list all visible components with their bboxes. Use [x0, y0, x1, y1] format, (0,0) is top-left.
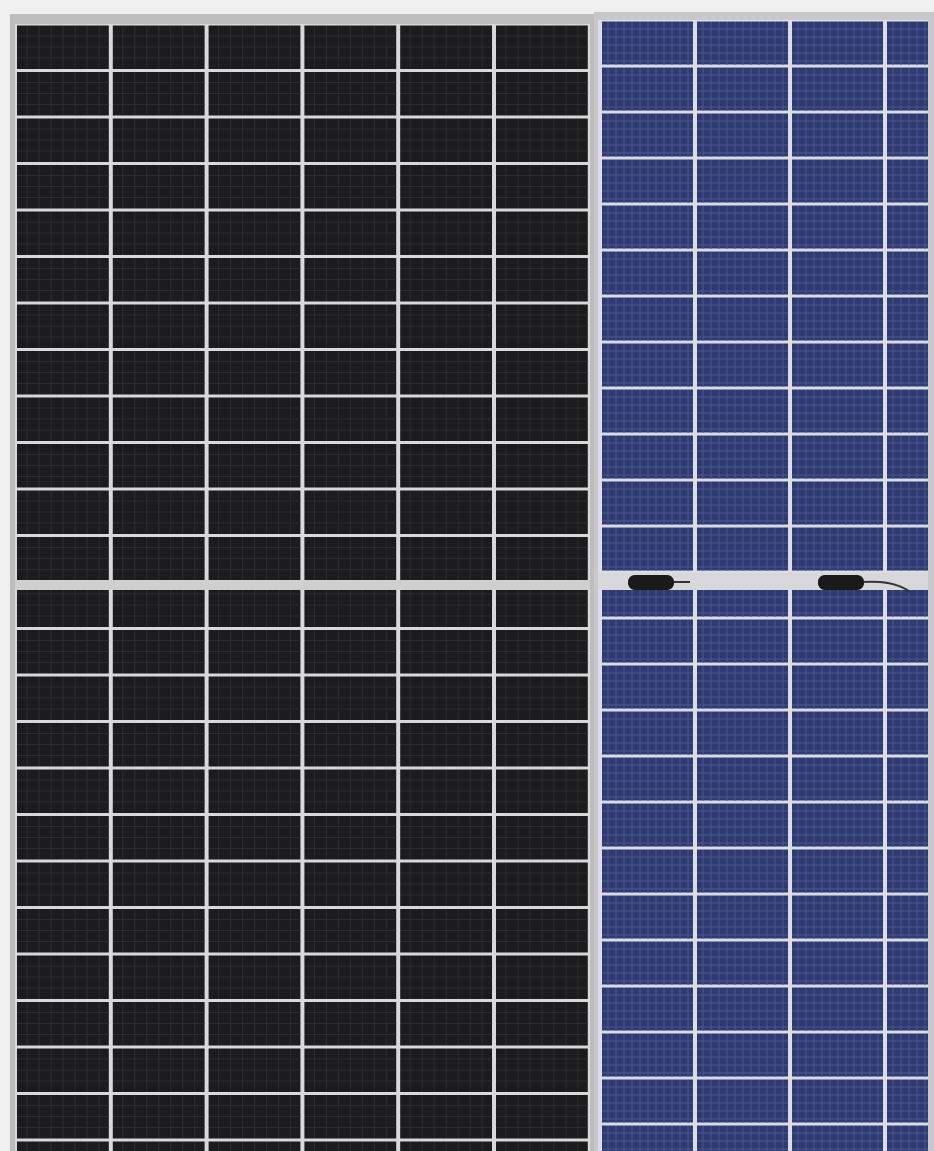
front-panel-upper-cells	[15, 24, 590, 580]
rear-panel-upper-cells	[598, 20, 928, 573]
junction-box	[818, 575, 864, 590]
front-panel-lower-cells	[15, 590, 590, 1151]
rear-panel-lower-cells	[598, 590, 928, 1151]
front-panel-divider	[15, 580, 590, 590]
junction-box	[628, 575, 674, 590]
cable	[861, 580, 911, 593]
